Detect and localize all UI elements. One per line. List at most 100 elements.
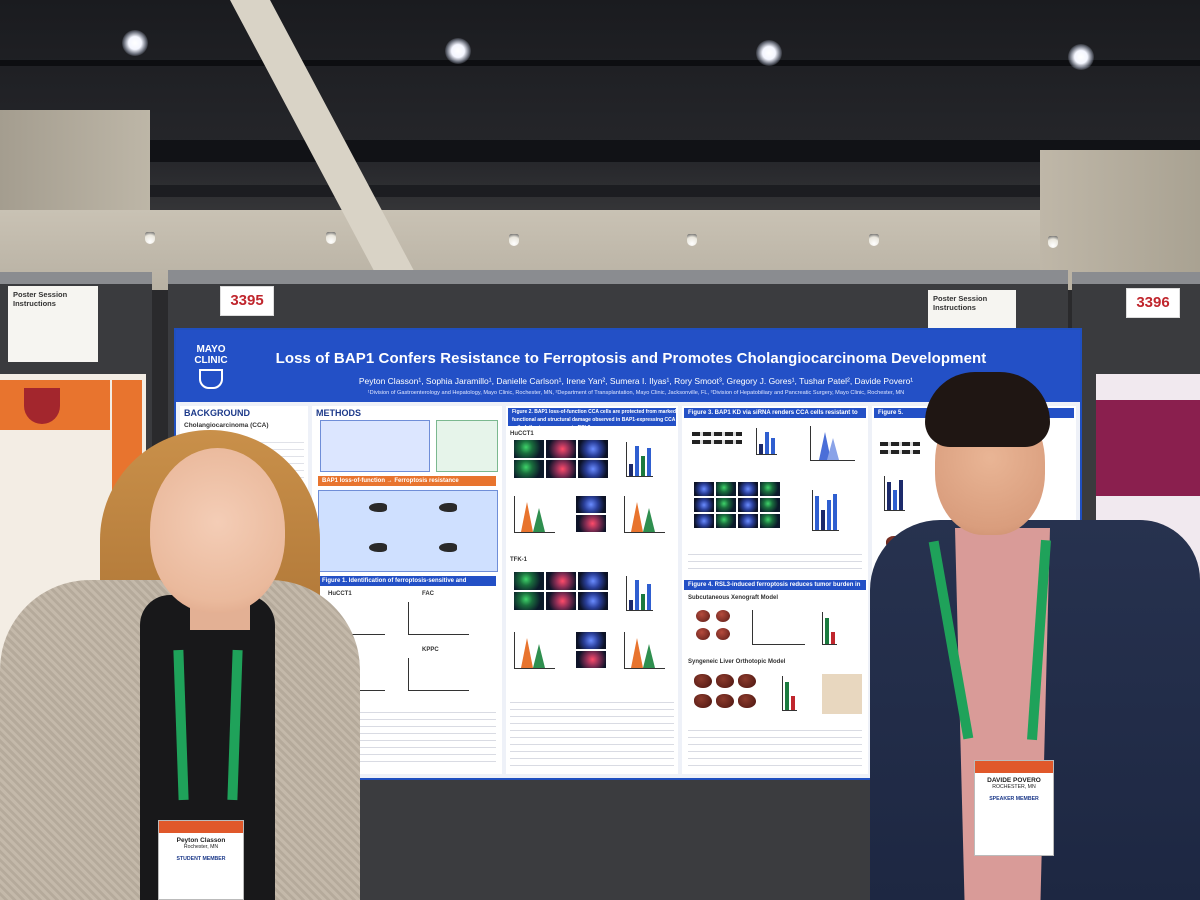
methods-banner: BAP1 loss-of-function → Ferroptosis resi…: [318, 476, 496, 486]
neighbor-poster-banner: [1096, 400, 1200, 496]
spot-light: [326, 232, 336, 244]
instructions-note-title: Poster Session Instructions: [13, 290, 68, 309]
microscopy-image: [514, 460, 544, 478]
tumor-image: [696, 628, 710, 640]
badge-name: DAVIDE POVERO: [987, 777, 1041, 784]
microscopy-grid: [576, 496, 606, 532]
badge-location: ROCHESTER, MN: [992, 784, 1036, 790]
microscopy-grid: [694, 482, 780, 528]
microscopy-image: [514, 592, 544, 610]
board-number-tag: 3396: [1126, 288, 1180, 318]
back-wall-right: [1040, 150, 1200, 290]
spot-light: [869, 234, 879, 246]
name-badge: Peyton Classon Rochester, MN STUDENT MEM…: [158, 820, 244, 900]
microscopy-image: [546, 440, 576, 458]
liver-image: [694, 674, 712, 688]
badge-strip: [159, 821, 243, 833]
ceiling-beam: [0, 60, 1200, 66]
histology-image: [822, 674, 862, 714]
ceiling-beam: [0, 185, 1200, 197]
name-badge: DAVIDE POVERO ROCHESTER, MN SPEAKER MEMB…: [974, 760, 1054, 856]
flow-histogram: [624, 496, 665, 533]
dose-curve: [408, 602, 469, 635]
bar-chart: [626, 442, 653, 477]
bar-chart: [756, 428, 777, 455]
text-block: [688, 548, 862, 574]
methods-diagram: [436, 420, 498, 472]
liver-image: [738, 674, 756, 688]
microscopy-image: [578, 572, 608, 590]
cell-line-label: HuCCT1: [510, 431, 534, 437]
microscopy-image: [514, 572, 544, 590]
instructions-note-title: Poster Session Instructions: [933, 294, 988, 313]
spot-light: [687, 234, 697, 246]
western-blot: [692, 432, 742, 436]
logo-line: MAYO: [196, 344, 226, 355]
spot-light: [509, 234, 519, 246]
ceiling-light: [445, 38, 471, 64]
figure-caption: Figure 2. BAP1 loss-of-function CCA cell…: [508, 408, 676, 431]
microscopy-image: [576, 515, 606, 532]
model-label: Subcutaneous Xenograft Model: [688, 595, 779, 601]
shield-icon: [199, 369, 223, 389]
ceiling: [0, 0, 1200, 230]
poster-authors: Peyton Classon¹, Sophia Jaramillo¹, Dani…: [358, 376, 914, 386]
liver-image: [716, 674, 734, 688]
figure-caption: Figure 3. BAP1 KD via siRNA renders CCA …: [684, 408, 866, 426]
figure-caption: Figure 4. RSL3-induced ferroptosis reduc…: [684, 580, 866, 598]
microscopy-image: [576, 651, 606, 668]
bar-chart: [626, 576, 653, 611]
bar-chart: [812, 490, 839, 531]
microscopy-image: [546, 460, 576, 478]
spot-light: [145, 232, 155, 244]
text-block: [688, 724, 862, 768]
instructions-note: Poster Session Instructions: [8, 286, 98, 362]
crest-icon: [24, 388, 60, 424]
growth-curve: [752, 610, 805, 645]
microscopy-image: [514, 440, 544, 458]
tumor-image: [716, 628, 730, 640]
cell-line-label: TFK-1: [510, 557, 527, 563]
hair: [925, 372, 1050, 447]
bar-chart: [782, 676, 797, 711]
ceiling-light: [1068, 44, 1094, 70]
poster-header: MAYO CLINIC Loss of BAP1 Confers Resista…: [176, 330, 1080, 402]
mouse-icon: [439, 503, 457, 512]
microscopy-image: [578, 592, 608, 610]
microscopy-image: [578, 440, 608, 458]
mouse-icon: [439, 543, 457, 552]
text-block: [510, 696, 674, 766]
badge-strip: [975, 761, 1053, 773]
bar-chart: [822, 612, 837, 645]
model-label: Syngeneic Liver Orthotopic Model: [688, 659, 786, 665]
western-blot: [880, 450, 920, 454]
bar-chart: [884, 476, 905, 511]
tumor-image: [696, 610, 710, 622]
mouse-icon: [369, 503, 387, 512]
western-blot: [880, 442, 920, 446]
badge-role: SPEAKER MEMBER: [989, 796, 1039, 802]
ceiling-light: [756, 40, 782, 66]
mouse-icon: [369, 543, 387, 552]
western-blot: [692, 440, 742, 444]
instructions-note: Poster Session Instructions: [928, 290, 1016, 330]
microscopy-grid: [514, 440, 608, 478]
poster-column-fig3-fig4: Figure 3. BAP1 KD via siRNA renders CCA …: [682, 406, 868, 774]
section-heading: METHODS: [316, 408, 361, 418]
section-subheading: Cholangiocarcinoma (CCA): [184, 422, 269, 429]
ceiling-beam: [0, 140, 1200, 162]
face: [150, 448, 285, 613]
tumor-image: [716, 610, 730, 622]
microscopy-image: [546, 592, 576, 610]
methods-diagram: [320, 420, 430, 472]
cell-line-label: HuCCT1: [328, 591, 352, 597]
cell-line-label: FAC: [422, 591, 434, 597]
figure-caption: Figure 1. Identification of ferroptosis-…: [318, 576, 496, 594]
section-heading: BACKGROUND: [184, 408, 250, 418]
microscopy-image: [578, 460, 608, 478]
badge-name: Peyton Classon: [176, 837, 226, 844]
mouse-model-diagram: [318, 490, 498, 572]
liver-image: [738, 694, 756, 708]
mayo-clinic-logo: MAYO CLINIC: [186, 344, 236, 392]
